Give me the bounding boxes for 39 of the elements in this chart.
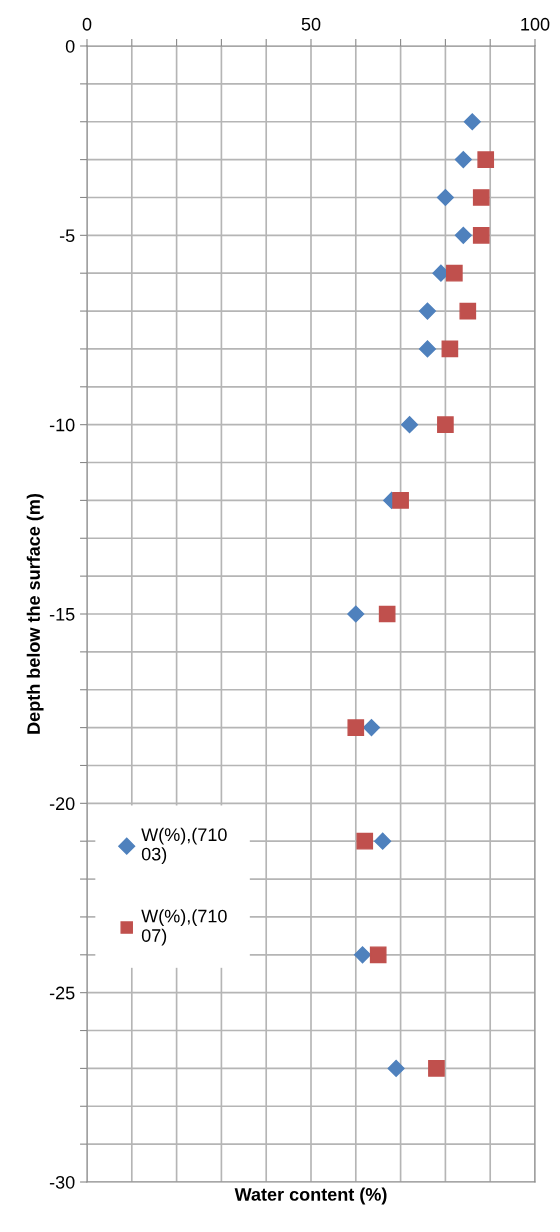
y-tick-label: -25 xyxy=(49,986,75,1000)
point xyxy=(369,946,387,964)
point xyxy=(347,605,365,623)
point xyxy=(356,832,374,850)
point xyxy=(436,188,454,207)
point xyxy=(463,113,481,131)
legend-label: W(%),(71007) xyxy=(141,909,227,946)
point xyxy=(437,416,454,434)
x-tick-label: 100 xyxy=(521,17,550,31)
point xyxy=(418,302,437,320)
point xyxy=(472,189,490,206)
point xyxy=(454,151,472,169)
point xyxy=(378,605,396,623)
point xyxy=(353,946,372,964)
x-tick-label: 50 xyxy=(301,17,321,31)
y-tick-label: -10 xyxy=(49,418,75,432)
point xyxy=(387,1059,405,1077)
y-tick-label: -30 xyxy=(49,1175,75,1189)
point xyxy=(477,151,495,168)
legend-label: W(%),(71003) xyxy=(141,827,227,865)
point xyxy=(454,226,472,244)
point xyxy=(347,719,365,736)
y-tick-label: -15 xyxy=(49,608,75,621)
point xyxy=(374,832,392,850)
point xyxy=(441,340,459,358)
point xyxy=(446,264,463,282)
point xyxy=(362,719,381,737)
x-tick-label: 0 xyxy=(82,17,92,31)
y-axis-title: Depth below the surface (m) xyxy=(26,494,44,734)
point xyxy=(472,226,490,244)
x-axis-title: Water content (%) xyxy=(234,1187,387,1205)
y-tick-label: 0 xyxy=(65,39,75,53)
y-tick-label: -20 xyxy=(49,797,75,811)
point xyxy=(401,416,419,434)
y-tick-label: -5 xyxy=(59,229,75,243)
point xyxy=(459,302,477,320)
point xyxy=(392,492,409,509)
point xyxy=(418,340,437,358)
point xyxy=(428,1060,445,1077)
